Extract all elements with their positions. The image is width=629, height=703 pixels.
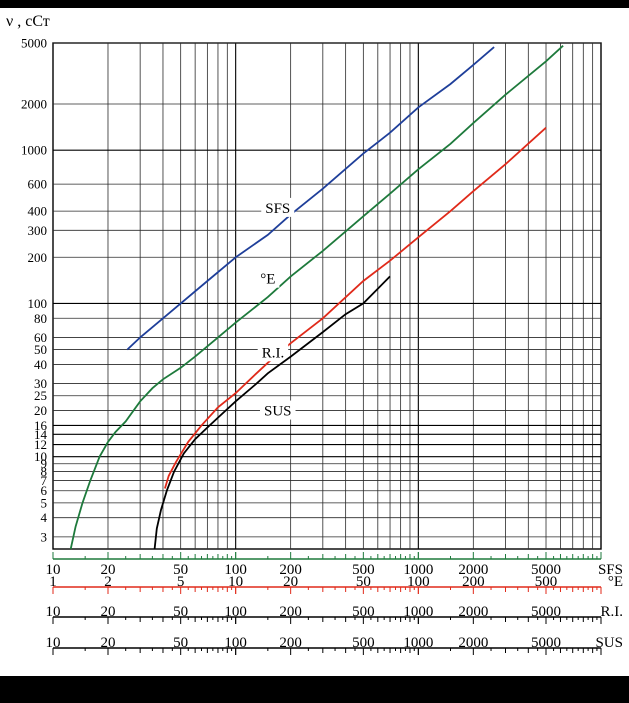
scale-tick-label: 2000 xyxy=(458,604,488,620)
scale-tick-label: 20 xyxy=(100,635,115,651)
plot-frame xyxy=(52,42,602,550)
scale-tick-label: 20 xyxy=(100,604,115,620)
y-tick-label: 5 xyxy=(41,495,48,510)
y-tick-label: 16 xyxy=(34,418,48,433)
y-tick-label: 30 xyxy=(34,376,47,391)
y-tick-label: 60 xyxy=(34,330,47,345)
y-tick-label: 6 xyxy=(41,483,48,498)
scale-tick-label: 200 xyxy=(279,635,302,651)
series-label: °E xyxy=(260,272,275,288)
scale-tick-label: 500 xyxy=(352,562,375,578)
curves: SFS °E R.I. SUS xyxy=(69,45,564,550)
y-tick-label: 25 xyxy=(34,388,47,403)
scale-tick-label: 20 xyxy=(100,562,115,578)
y-tick-label: 10 xyxy=(34,449,47,464)
scale-tick-label: 100 xyxy=(224,635,247,651)
y-axis-title: ν , сСт xyxy=(6,13,50,30)
scale-tick-label: 50 xyxy=(173,604,188,620)
y-tick-label: 7 xyxy=(41,473,48,488)
scale-tick-label: 50 xyxy=(173,562,188,578)
series-label-backdrop xyxy=(259,400,296,420)
scale-tick-label: 20 xyxy=(283,574,298,590)
series-label: SUS xyxy=(264,404,292,420)
y-tick-label: 14 xyxy=(34,427,48,442)
series-line xyxy=(69,45,564,550)
y-tick-label: 2000 xyxy=(21,96,47,111)
scale-tick-label: 200 xyxy=(462,574,485,590)
y-tick-label: 50 xyxy=(34,342,47,357)
scale-tick-label: 100 xyxy=(407,574,430,590)
scale-tick-label: 1000 xyxy=(403,635,433,651)
y-tick-label: 600 xyxy=(28,177,48,192)
scale-tick-label: 5 xyxy=(177,574,185,590)
y-tick-label: 8 xyxy=(41,464,48,479)
bottom-scales: 10 20 50 100 200 500 1000 2000 5000 SFS 1 2 5 10 20 50 1… xyxy=(46,552,624,655)
series-label-backdrop xyxy=(256,268,280,288)
y-tick-label: 1000 xyxy=(21,143,47,158)
scale-name: SFS xyxy=(598,562,623,578)
series-label: R.I. xyxy=(262,345,285,361)
scale-tick-label: 100 xyxy=(224,562,247,578)
y-tick-label: 20 xyxy=(34,403,47,418)
y-tick-label: 12 xyxy=(34,437,47,452)
scale-tick-label: 10 xyxy=(46,604,61,620)
scale-tick-label: 50 xyxy=(356,574,371,590)
y-tick-label: 200 xyxy=(28,250,48,265)
scale-tick-label: 500 xyxy=(535,574,558,590)
y-tick-label: 300 xyxy=(28,223,48,238)
scale-tick-label: 1000 xyxy=(403,562,433,578)
scale-name: R.I. xyxy=(601,604,624,620)
scale-tick-label: 50 xyxy=(173,635,188,651)
scale-tick-label: 2 xyxy=(104,574,112,590)
scale-tick-label: 1000 xyxy=(403,604,433,620)
series-line xyxy=(153,275,391,550)
y-tick-label: 100 xyxy=(28,296,48,311)
scale-tick-label: 10 xyxy=(228,574,243,590)
scale-tick-label: 100 xyxy=(224,604,247,620)
scale-tick-label: 10 xyxy=(46,562,61,578)
y-tick-label: 400 xyxy=(28,204,48,219)
scale-tick-label: 2000 xyxy=(458,562,488,578)
scale-tick-label: 5000 xyxy=(531,562,561,578)
scale-tick-label: 2000 xyxy=(458,635,488,651)
y-tick-label: 9 xyxy=(41,456,48,471)
scale-tick-label: 500 xyxy=(352,604,375,620)
y-tick-label: 80 xyxy=(34,311,47,326)
series-label: SFS xyxy=(265,201,290,217)
series-label-backdrop xyxy=(261,197,295,217)
scale-tick-label: 5000 xyxy=(531,604,561,620)
scale-tick-label: 500 xyxy=(352,635,375,651)
y-tick-label: 40 xyxy=(34,357,47,372)
y-tick-label: 4 xyxy=(41,510,48,525)
y-tick-label: 3 xyxy=(41,529,48,544)
scale-tick-label: 10 xyxy=(46,635,61,651)
scale-name: SUS xyxy=(595,635,623,651)
series-label-backdrop xyxy=(257,342,289,362)
scale-tick-label: 1 xyxy=(49,574,57,590)
scale-tick-label: 200 xyxy=(279,604,302,620)
scale-name: °E xyxy=(608,574,623,590)
scale-tick-label: 200 xyxy=(279,562,302,578)
grid xyxy=(52,42,602,550)
y-tick-label: 5000 xyxy=(21,36,47,51)
scale-tick-label: 5000 xyxy=(531,635,561,651)
